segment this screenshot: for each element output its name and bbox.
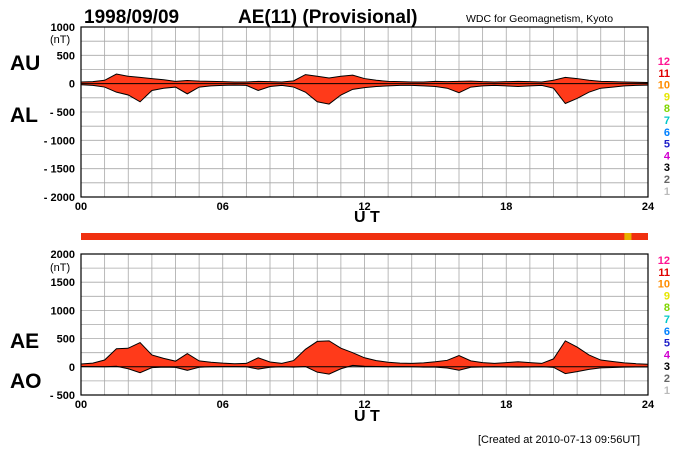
x-tick-label: 18 bbox=[500, 399, 512, 411]
al-label: AL bbox=[10, 104, 38, 127]
station-count-label: 6 bbox=[664, 127, 670, 139]
index-title: AE(11) (Provisional) bbox=[238, 7, 418, 28]
station-count-label: 9 bbox=[664, 290, 670, 302]
x-tick-label: 06 bbox=[217, 201, 229, 213]
station-count-label: 10 bbox=[658, 80, 670, 92]
ae-ao-unit: (nT) bbox=[50, 262, 70, 274]
source-label: WDC for Geomagnetism, Kyoto bbox=[466, 13, 613, 25]
au-al-xlabel: U T bbox=[354, 209, 380, 226]
station-count-bar bbox=[81, 233, 648, 240]
ae-ao-xlabel: U T bbox=[354, 408, 380, 425]
y-tick-label: - 500 bbox=[50, 107, 75, 119]
station-count-label: 4 bbox=[664, 150, 671, 162]
station-count-label: 12 bbox=[658, 56, 670, 68]
station-count-label: 6 bbox=[664, 326, 670, 338]
au-al-unit: (nT) bbox=[50, 34, 70, 46]
station-count-label: 11 bbox=[658, 267, 670, 279]
station-count-label: 7 bbox=[664, 314, 670, 326]
series-line-ao bbox=[80, 364, 648, 375]
station-count-label: 2 bbox=[664, 174, 670, 186]
y-tick-label: 0 bbox=[69, 362, 75, 374]
y-tick-label: - 1000 bbox=[44, 135, 75, 147]
x-tick-label: 12 bbox=[358, 399, 370, 411]
y-tick-label: 2000 bbox=[51, 249, 75, 261]
y-tick-label: 1000 bbox=[51, 22, 75, 34]
x-tick-label: 00 bbox=[75, 201, 87, 213]
y-tick-label: - 500 bbox=[50, 390, 75, 402]
station-count-label: 4 bbox=[664, 349, 671, 361]
y-tick-label: 1500 bbox=[51, 277, 75, 289]
au-label: AU bbox=[10, 52, 40, 75]
y-tick-label: 500 bbox=[57, 334, 75, 346]
station-count-label: 2 bbox=[664, 373, 670, 385]
station-count-label: 3 bbox=[664, 162, 670, 174]
station-count-label: 10 bbox=[658, 279, 670, 291]
x-tick-label: 24 bbox=[642, 399, 655, 411]
station-count-label: 3 bbox=[664, 361, 670, 373]
y-tick-label: 500 bbox=[57, 50, 75, 62]
y-tick-label: - 1500 bbox=[44, 164, 75, 176]
series-line-au bbox=[80, 73, 649, 84]
x-tick-label: 06 bbox=[217, 399, 229, 411]
station-count-label: 7 bbox=[664, 115, 670, 127]
x-tick-label: 18 bbox=[500, 201, 512, 213]
date-title: 1998/09/09 bbox=[84, 7, 179, 28]
station-count-label: 9 bbox=[664, 91, 670, 103]
ao-label: AO bbox=[10, 370, 42, 393]
station-bar-fill bbox=[81, 233, 648, 240]
series-fill-area bbox=[81, 340, 648, 375]
station-count-label: 1 bbox=[664, 385, 670, 397]
series-line-ae bbox=[80, 340, 649, 365]
y-tick-label: - 2000 bbox=[44, 192, 75, 204]
station-count-label: 5 bbox=[664, 338, 670, 350]
station-count-label: 8 bbox=[664, 103, 670, 115]
x-tick-label: 24 bbox=[642, 201, 655, 213]
station-count-label: 12 bbox=[658, 255, 670, 267]
plot-frame bbox=[80, 253, 649, 396]
station-count-label: 8 bbox=[664, 302, 670, 314]
x-tick-label: 00 bbox=[75, 399, 87, 411]
station-bar-accent bbox=[624, 233, 632, 240]
x-tick-label: 12 bbox=[358, 201, 370, 213]
station-count-label: 1 bbox=[664, 186, 670, 198]
station-count-label: 5 bbox=[664, 139, 670, 151]
y-tick-label: 1000 bbox=[51, 305, 75, 317]
series-fill-area bbox=[81, 74, 648, 105]
y-tick-label: 0 bbox=[69, 79, 75, 91]
plot-frame bbox=[80, 26, 649, 198]
ae-label: AE bbox=[10, 330, 39, 353]
created-label: [Created at 2010-07-13 09:56UT] bbox=[478, 434, 640, 446]
series-line-al bbox=[80, 84, 649, 105]
station-count-label: 11 bbox=[658, 68, 670, 80]
